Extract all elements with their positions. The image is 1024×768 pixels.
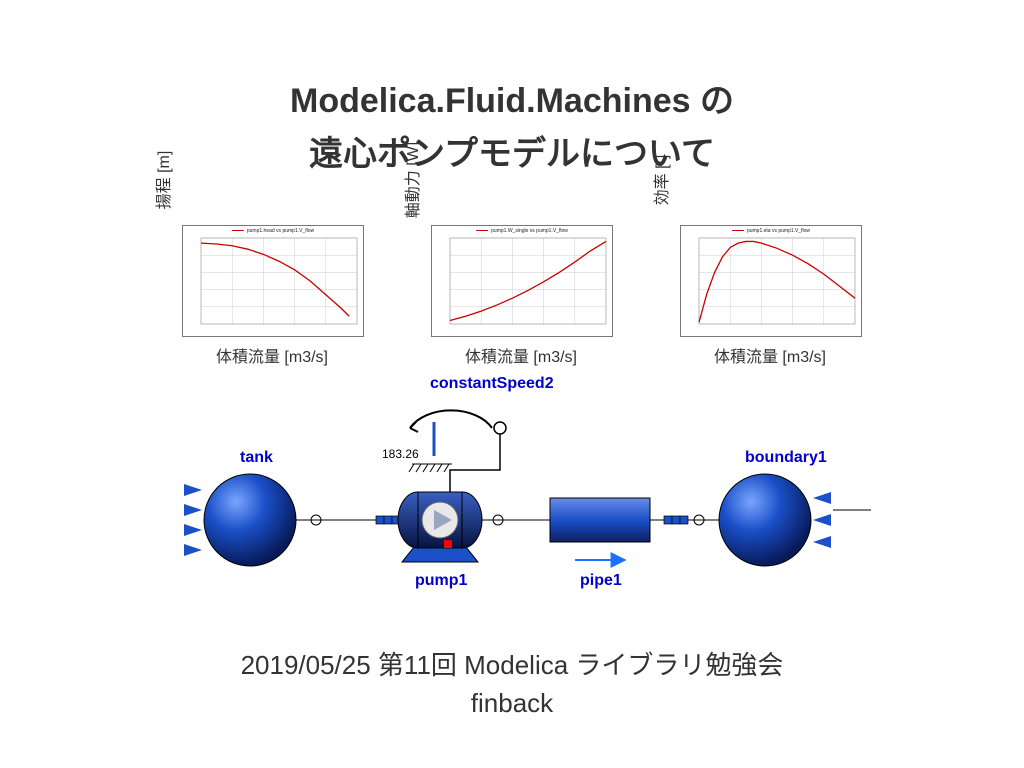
footer-line1: 2019/05/25 第11回 Modelica ライブラリ勉強会 — [0, 645, 1024, 682]
chart-power-plot: pump1.W_single vs pump1.V_flow — [431, 225, 613, 337]
svg-text:tank: tank — [240, 449, 273, 466]
svg-text:183.26: 183.26 — [382, 447, 419, 461]
svg-text:constantSpeed2: constantSpeed2 — [430, 375, 554, 392]
chart-head: 揚程 [m] pump1.head vs pump1.V_flow 体積流量 [… — [160, 225, 366, 380]
model-diagram: tank boundary1 pipe1 pump1 183.26 constantSpe… — [150, 370, 874, 605]
chart-eff-ylabel: 効率 [-] — [648, 125, 672, 235]
charts-row: 揚程 [m] pump1.head vs pump1.V_flow 体積流量 [… — [160, 225, 864, 380]
chart-eff-xlabel: 体積流量 [m3/s] — [680, 343, 860, 367]
chart-power-ylabel: 軸動力 [W] — [399, 125, 423, 235]
chart-power-svg — [432, 226, 612, 336]
svg-text:pipe1: pipe1 — [580, 572, 622, 589]
chart-eff: 効率 [-] pump1.eta vs pump1.V_flow 体積流量 [m… — [658, 225, 864, 380]
chart-power: 軸動力 [W] pump1.W_single vs pump1.V_flow 体… — [409, 225, 615, 380]
chart-eff-plot: pump1.eta vs pump1.V_flow — [680, 225, 862, 337]
chart-head-plot: pump1.head vs pump1.V_flow — [182, 225, 364, 337]
svg-text:pump1: pump1 — [415, 572, 468, 589]
footer-line2: finback — [0, 688, 1024, 719]
model-diagram-svg: tank boundary1 pipe1 pump1 183.26 constantSpe… — [150, 370, 874, 605]
chart-power-xlabel: 体積流量 [m3/s] — [431, 343, 611, 367]
chart-head-svg — [183, 226, 363, 336]
title-line1: Modelica.Fluid.Machines の — [290, 82, 734, 120]
chart-head-ylabel: 揚程 [m] — [150, 125, 174, 235]
chart-head-xlabel: 体積流量 [m3/s] — [182, 343, 362, 367]
chart-eff-svg — [681, 226, 861, 336]
svg-text:boundary1: boundary1 — [745, 449, 827, 466]
